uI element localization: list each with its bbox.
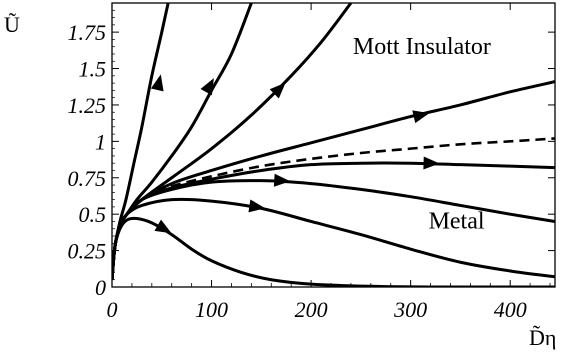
y-tick-label: 0.75 [68, 166, 107, 191]
annotation-mott-insulator: Mott Insulator [353, 34, 491, 60]
y-tick-label: 0.5 [79, 202, 107, 227]
y-tick-label: 1 [95, 129, 106, 154]
y-tick-label: 0 [95, 275, 106, 300]
x-axis-label: D̃η [529, 325, 556, 350]
flow-arrow [269, 82, 286, 99]
flow-arrow [248, 199, 266, 213]
flow-arrow [200, 78, 214, 96]
flow-curve [112, 3, 170, 280]
separatrix-curve [141, 137, 555, 201]
flow-curve [112, 80, 555, 280]
y-tick-label: 1.75 [68, 20, 107, 45]
x-tick-label: 200 [295, 297, 328, 322]
flow-arrow [412, 110, 430, 124]
x-axis-title: D̃η [529, 325, 556, 350]
x-tick-label: 300 [393, 297, 427, 322]
plot-frame [111, 2, 556, 288]
y-axis-title: Ũ [4, 12, 20, 37]
flow-curve [112, 216, 555, 287]
flow-curve [112, 197, 555, 280]
flow-arrow [154, 219, 172, 234]
y-tick-label: 1.5 [79, 57, 107, 82]
y-axis-label: Ũ [4, 12, 20, 37]
y-tick-label: 0.25 [68, 239, 107, 264]
flow-arrow [423, 156, 440, 170]
curves-group [112, 3, 555, 287]
x-tick-label: 0 [107, 297, 118, 322]
x-tick-label: 400 [494, 297, 527, 322]
x-tick-label: 100 [195, 297, 228, 322]
flow-curve [112, 179, 555, 280]
y-tick-label: 1.25 [68, 93, 107, 118]
flow-curve [112, 3, 253, 280]
annotation-metal: Metal [429, 209, 485, 235]
flow-arrow [273, 173, 291, 187]
flow-arrow [150, 74, 164, 92]
